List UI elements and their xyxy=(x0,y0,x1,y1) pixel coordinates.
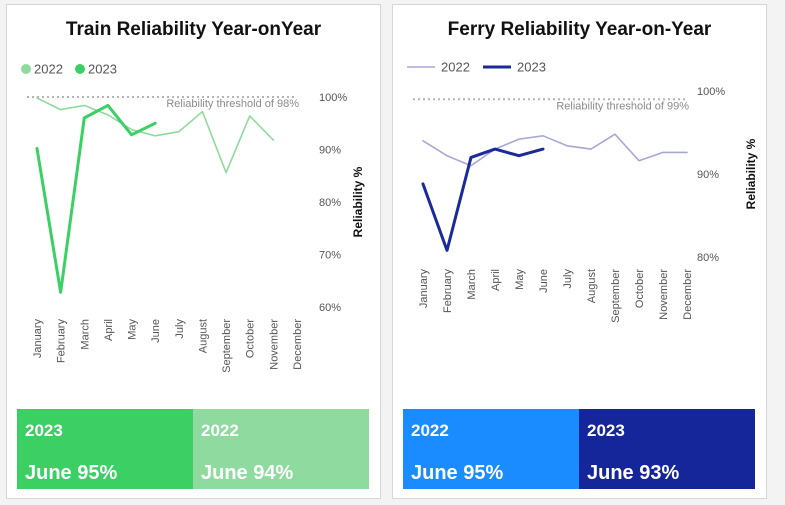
y-tick-label: 90% xyxy=(319,145,341,157)
ferry-card-2022-year: 2022 xyxy=(411,421,449,440)
ferry-card-2023-value: June 93% xyxy=(587,462,680,484)
x-tick-label: April xyxy=(103,319,115,341)
y-axis-title: Reliability % xyxy=(744,138,758,209)
y-tick-label: 100% xyxy=(319,92,347,104)
legend-marker-2022 xyxy=(21,64,31,74)
x-tick-label: March xyxy=(466,269,478,300)
x-tick-label: October xyxy=(245,319,257,358)
series-line-2022 xyxy=(422,133,688,167)
train-card-2022: 2022 June 94% xyxy=(193,409,369,489)
train-reliability-panel: Train Reliability Year-onYear 60% 70% 80% 9… xyxy=(6,4,381,499)
ferry-reliability-panel: Ferry Reliability Year-on-Year 80% 90% 100… xyxy=(392,4,767,499)
x-tick-label: May xyxy=(514,269,526,290)
series-line-2023 xyxy=(421,147,545,252)
x-tick-label: April xyxy=(490,269,502,291)
ferry-card-2022: 2022 June 95% xyxy=(403,409,579,489)
ferry-card-2022-value: June 95% xyxy=(411,462,504,484)
ferry-chart-title: Ferry Reliability Year-on-Year xyxy=(447,19,712,40)
legend-label-2022: 2022 xyxy=(441,60,470,75)
train-chart-title: Train Reliability Year-onYear xyxy=(65,19,322,40)
y-tick-label: 90% xyxy=(697,169,719,181)
train-card-2023: 2023 June 95% xyxy=(17,409,193,489)
x-tick-label: November xyxy=(658,269,670,320)
x-tick-label: June xyxy=(150,319,162,343)
series-line-2023 xyxy=(35,103,157,294)
legend-label-2023: 2023 xyxy=(88,62,117,77)
ferry-card-2023-year: 2023 xyxy=(587,421,625,440)
threshold-label: Reliability threshold of 98% xyxy=(166,98,299,110)
train-card-2023-year: 2023 xyxy=(25,421,63,440)
y-tick-label: 70% xyxy=(319,250,341,262)
legend-marker-2023 xyxy=(75,64,85,74)
y-axis-title: Reliability % xyxy=(351,166,365,237)
x-tick-label: September xyxy=(221,319,233,373)
ferry-reliability-chart: 80% 90% 100% Reliability % Reliability thres… xyxy=(407,60,758,323)
y-tick-label: 60% xyxy=(319,302,341,314)
ferry-summary-cards: 2022 June 95% 2023 June 93% xyxy=(403,409,755,489)
x-tick-label: June xyxy=(538,269,550,293)
x-tick-label: May xyxy=(127,319,139,340)
legend-label-2022: 2022 xyxy=(34,62,63,77)
x-tick-label: August xyxy=(197,319,209,353)
x-tick-label: July xyxy=(562,269,574,289)
train-summary-cards: 2023 June 95% 2022 June 94% xyxy=(17,409,369,489)
x-tick-label: December xyxy=(682,269,694,320)
x-tick-label: January xyxy=(32,319,44,359)
train-card-2023-value: June 95% xyxy=(25,462,118,484)
threshold-label: Reliability threshold of 99% xyxy=(556,100,689,112)
x-tick-label: December xyxy=(292,319,304,370)
x-tick-label: February xyxy=(56,319,68,364)
train-card-2022-value: June 94% xyxy=(201,462,294,484)
train-reliability-chart: 60% 70% 80% 90% 100% Reliability % Reliability… xyxy=(21,62,365,373)
y-tick-label: 100% xyxy=(697,86,725,98)
x-tick-label: November xyxy=(268,319,280,370)
x-tick-label: October xyxy=(634,269,646,308)
legend-label-2023: 2023 xyxy=(517,60,546,75)
x-tick-label: August xyxy=(586,269,598,303)
ferry-card-2023: 2023 June 93% xyxy=(579,409,755,489)
series-line-2022 xyxy=(36,97,275,174)
x-tick-label: July xyxy=(174,319,186,339)
x-tick-label: September xyxy=(610,269,622,323)
x-tick-label: March xyxy=(79,319,91,350)
x-tick-label: January xyxy=(418,269,430,309)
train-card-2022-year: 2022 xyxy=(201,421,239,440)
y-tick-label: 80% xyxy=(319,197,341,209)
x-tick-label: February xyxy=(442,269,454,314)
y-tick-label: 80% xyxy=(697,252,719,264)
